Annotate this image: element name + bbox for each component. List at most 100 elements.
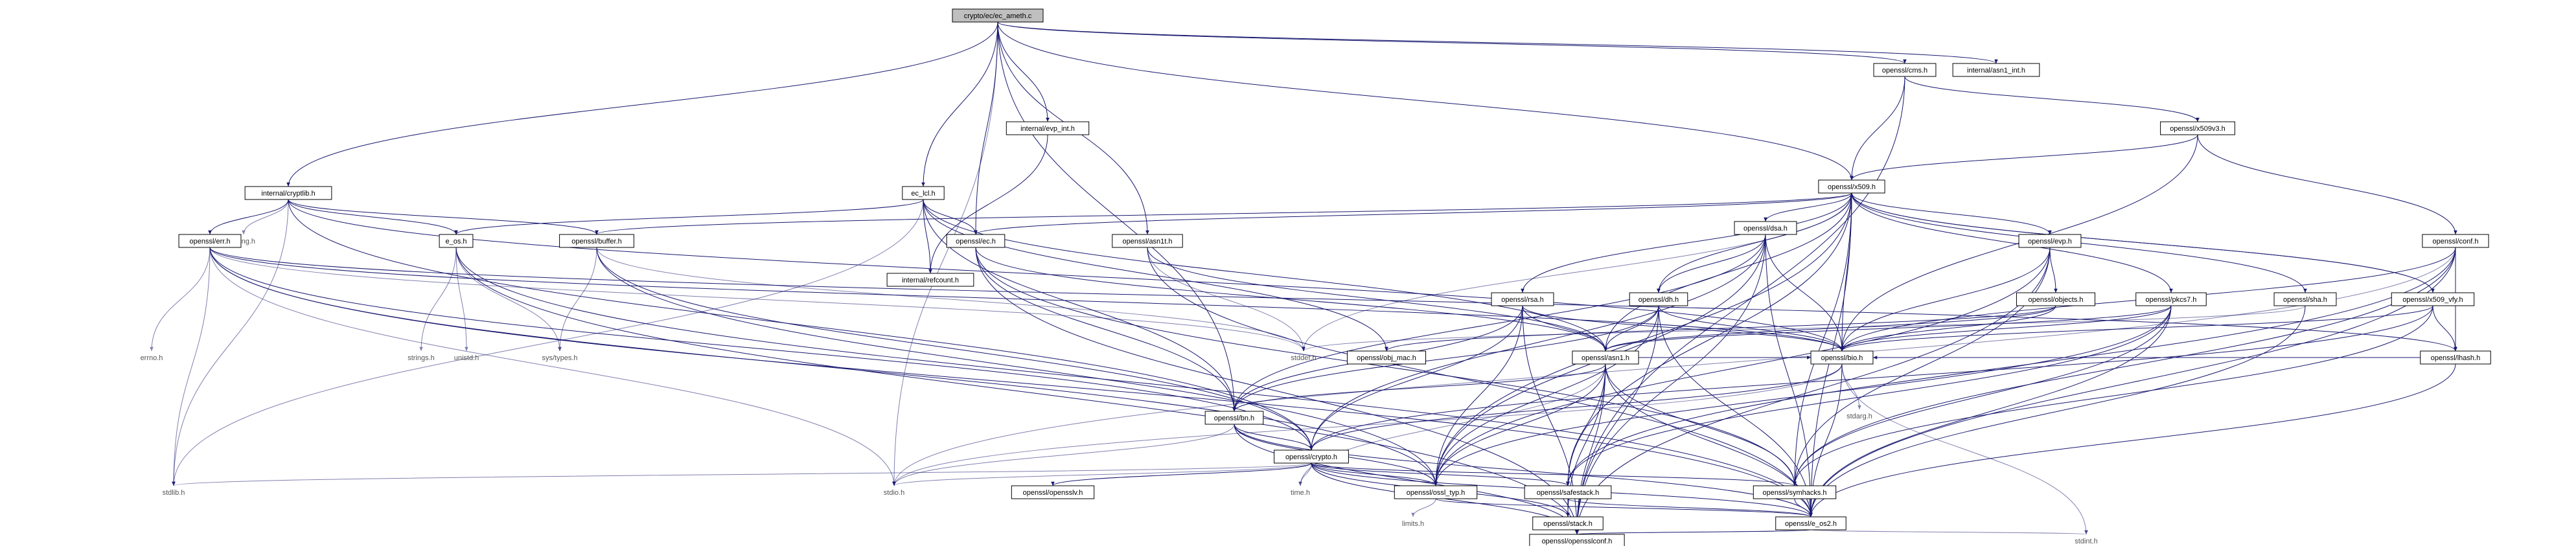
node-label: openssl/objects.h bbox=[2029, 296, 2084, 304]
node-label: openssl/cms.h bbox=[1882, 67, 1927, 74]
node-label: openssl/opensslconf.h bbox=[1542, 538, 1613, 545]
node-openssl-ossl-typ-h[interactable]: openssl/ossl_typ.h bbox=[1394, 485, 1478, 499]
node-openssl-lhash-h[interactable]: openssl/lhash.h bbox=[2420, 350, 2491, 365]
node-box bbox=[1753, 485, 1837, 499]
edge-openssl-dsa-h-to-openssl-e-os2-h bbox=[1765, 234, 1813, 518]
edge-openssl-cms-h-to-openssl-x509-h bbox=[1850, 76, 1905, 181]
node-box bbox=[2420, 350, 2491, 365]
edge-openssl-sha-h-to-openssl-e-os2-h bbox=[1809, 305, 2306, 518]
node-openssl-pkcs7-h[interactable]: openssl/pkcs7.h bbox=[2135, 292, 2207, 306]
edge-openssl-dh-h-to-openssl-asn1-h bbox=[1604, 305, 1659, 352]
node-box bbox=[1491, 292, 1554, 306]
node-openssl-objects-h[interactable]: openssl/objects.h bbox=[2016, 292, 2096, 306]
edge-openssl-pkcs7-h-to-openssl-bio-h bbox=[1840, 305, 2172, 352]
edge-openssl-bio-h-to-openssl-crypto-h bbox=[1309, 363, 1843, 451]
edge-openssl-err-h-to-stddef-h bbox=[209, 247, 1305, 352]
node-label: openssl/buffer.h bbox=[571, 238, 621, 245]
edge-openssl-x509-h-to-openssl-evp-h bbox=[1851, 192, 2052, 235]
node-label: openssl/ossl_typ.h bbox=[1407, 489, 1466, 497]
edge-crypto-ec-ec-ameth-c-to-ec-lcl-h bbox=[921, 21, 998, 187]
node-openssl-asn1t-h[interactable]: openssl/asn1t.h bbox=[1112, 234, 1183, 248]
node-openssl-opensslconf-h[interactable]: openssl/opensslconf.h bbox=[1529, 534, 1625, 546]
edge-openssl-err-h-to-openssl-bio-h bbox=[209, 247, 1844, 352]
node-stdint-h: stdint.h bbox=[2075, 538, 2097, 545]
node-label: openssl/x509v3.h bbox=[2170, 125, 2225, 133]
node-e-os-h[interactable]: e_os.h bbox=[439, 234, 474, 248]
edge-internal-cryptlib-h-to-openssl-bio-h bbox=[288, 199, 1844, 352]
edge-openssl-err-h-to-openssl-crypto-h bbox=[209, 247, 1313, 451]
edge-openssl-pkcs7-h-to-openssl-e-os2-h bbox=[1809, 305, 2172, 518]
node-openssl-bio-h[interactable]: openssl/bio.h bbox=[1810, 350, 1874, 365]
node-openssl-bn-h[interactable]: openssl/bn.h bbox=[1204, 411, 1264, 425]
node-openssl-x509v3-h[interactable]: openssl/x509v3.h bbox=[2160, 121, 2235, 135]
node-openssl-dsa-h[interactable]: openssl/dsa.h bbox=[1734, 221, 1797, 235]
node-openssl-err-h[interactable]: openssl/err.h bbox=[178, 234, 242, 248]
node-box bbox=[1952, 63, 2040, 77]
node-openssl-dh-h[interactable]: openssl/dh.h bbox=[1629, 292, 1688, 306]
node-openssl-conf-h[interactable]: openssl/conf.h bbox=[2422, 234, 2489, 248]
edge-internal-cryptlib-h-to-openssl-crypto-h bbox=[288, 199, 1313, 451]
node-label: openssl/dh.h bbox=[1639, 296, 1679, 304]
edge-openssl-ossl-typ-h-to-openssl-e-os2-h bbox=[1435, 498, 1813, 518]
edge-openssl-x509-vfy-h-to-openssl-crypto-h bbox=[1309, 305, 2433, 451]
node-openssl-symhacks-h[interactable]: openssl/symhacks.h bbox=[1753, 485, 1837, 499]
node-unistd-h: unistd.h bbox=[454, 354, 479, 362]
edge-openssl-x509-vfy-h-to-openssl-bio-h bbox=[1840, 305, 2433, 352]
node-internal-cryptlib-h[interactable]: internal/cryptlib.h bbox=[244, 186, 332, 200]
node-label: openssl/evp.h bbox=[2028, 238, 2072, 245]
node-openssl-evp-h[interactable]: openssl/evp.h bbox=[2018, 234, 2082, 248]
node-openssl-x509-vfy-h[interactable]: openssl/x509_vfy.h bbox=[2391, 292, 2475, 306]
node-label: errno.h bbox=[141, 354, 163, 362]
node-box bbox=[1734, 221, 1797, 235]
node-openssl-asn1-h[interactable]: openssl/asn1.h bbox=[1572, 350, 1639, 365]
node-openssl-ec-h[interactable]: openssl/ec.h bbox=[946, 234, 1006, 248]
edge-openssl-symhacks-h-to-openssl-e-os2-h bbox=[1794, 498, 1813, 518]
edge-openssl-bio-h-to-stdio-h bbox=[892, 363, 1843, 486]
node-internal-asn1-int-h[interactable]: internal/asn1_int.h bbox=[1952, 63, 2040, 77]
node-internal-refcount-h[interactable]: internal/refcount.h bbox=[886, 273, 974, 287]
node-openssl-rsa-h[interactable]: openssl/rsa.h bbox=[1491, 292, 1554, 306]
edge-openssl-x509-vfy-h-to-openssl-symhacks-h bbox=[1793, 305, 2433, 486]
edge-openssl-x509-h-to-openssl-pkcs7-h bbox=[1851, 192, 2173, 293]
node-label: openssl/crypto.h bbox=[1285, 453, 1337, 461]
edge-e-os-h-to-unistd-h bbox=[455, 247, 468, 352]
edge-openssl-evp-h-to-openssl-symhacks-h bbox=[1793, 247, 2051, 486]
node-openssl-buffer-h[interactable]: openssl/buffer.h bbox=[559, 234, 634, 248]
edge-openssl-cms-h-to-openssl-opensslconf-h bbox=[1575, 76, 1905, 535]
edge-openssl-crypto-h-to-stdlib-h bbox=[172, 462, 1312, 486]
node-internal-evp-int-h[interactable]: internal/evp_int.h bbox=[1006, 121, 1090, 135]
edge-openssl-x509v3-h-to-openssl-x509-h bbox=[1850, 134, 2198, 181]
edge-crypto-ec-ec-ameth-c-to-internal-asn1-int-h bbox=[997, 21, 1998, 64]
node-label: openssl/symhacks.h bbox=[1762, 489, 1826, 497]
node-openssl-safestack-h[interactable]: openssl/safestack.h bbox=[1524, 485, 1612, 499]
node-openssl-x509-h[interactable]: openssl/x509.h bbox=[1818, 179, 1885, 194]
edge-ec-lcl-h-to-openssl-obj-mac-h bbox=[923, 199, 1388, 352]
node-openssl-crypto-h[interactable]: openssl/crypto.h bbox=[1274, 449, 1349, 464]
node-ec-lcl-h[interactable]: ec_lcl.h bbox=[902, 186, 945, 200]
edge-openssl-ec-h-to-openssl-opensslconf-h bbox=[975, 247, 1579, 535]
edge-crypto-ec-ec-ameth-c-to-internal-cryptlib-h bbox=[286, 21, 998, 187]
edge-openssl-crypto-h-to-openssl-opensslv-h bbox=[1051, 462, 1312, 486]
edge-openssl-pkcs7-h-to-openssl-safestack-h bbox=[1566, 305, 2172, 486]
node-openssl-opensslv-h[interactable]: openssl/opensslv.h bbox=[1011, 485, 1095, 499]
node-box bbox=[1532, 516, 1604, 530]
edge-openssl-lhash-h-to-openssl-e-os2-h bbox=[1809, 363, 2456, 518]
node-openssl-stack-h[interactable]: openssl/stack.h bbox=[1532, 516, 1604, 530]
node-openssl-sha-h[interactable]: openssl/sha.h bbox=[2273, 292, 2337, 306]
node-openssl-cms-h[interactable]: openssl/cms.h bbox=[1873, 63, 1937, 77]
node-label: internal/cryptlib.h bbox=[261, 190, 315, 198]
node-openssl-obj-mac-h[interactable]: openssl/obj_mac.h bbox=[1346, 350, 1427, 365]
node-openssl-e-os2-h[interactable]: openssl/e_os2.h bbox=[1775, 516, 1846, 530]
node-box bbox=[1818, 179, 1885, 194]
edge-openssl-sha-h-to-stddef-h bbox=[1302, 305, 2306, 352]
node-crypto-ec-ec-ameth-c[interactable]: crypto/ec/ec_ameth.c bbox=[952, 8, 1044, 23]
edge-openssl-x509-h-to-openssl-safestack-h bbox=[1566, 192, 1852, 486]
edge-crypto-ec-ec-ameth-c-to-openssl-cms-h bbox=[997, 21, 1907, 64]
node-stdio-h: stdio.h bbox=[884, 489, 904, 497]
edge-openssl-ossl-typ-h-to-limits-h bbox=[1411, 498, 1436, 518]
edge-openssl-x509-vfy-h-to-openssl-x509-h bbox=[1850, 192, 2433, 293]
node-box bbox=[178, 234, 242, 248]
edge-openssl-evp-h-to-openssl-objects-h bbox=[2049, 247, 2058, 293]
edge-openssl-pkcs7-h-to-openssl-ossl-typ-h bbox=[1434, 305, 2172, 486]
edge-openssl-crypto-h-to-openssl-safestack-h bbox=[1311, 462, 1570, 486]
